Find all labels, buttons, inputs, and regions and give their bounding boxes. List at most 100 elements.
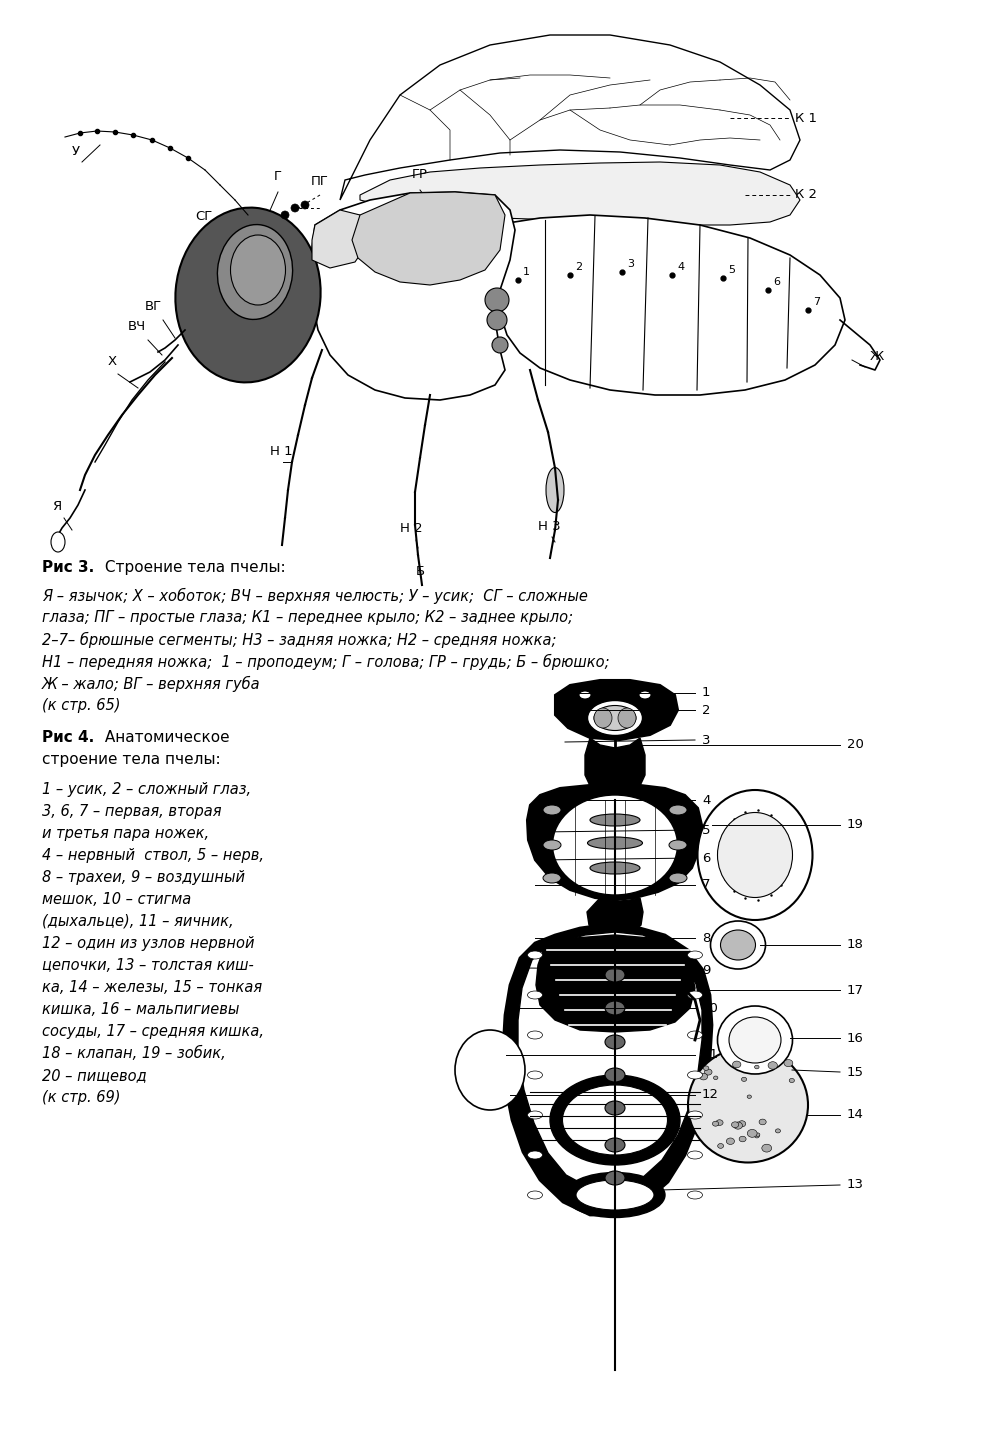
Text: глаза; ПГ – простые глаза; К1 – переднее крыло; К2 – заднее крыло;: глаза; ПГ – простые глаза; К1 – переднее… (42, 611, 573, 625)
Text: 12: 12 (702, 1088, 719, 1101)
Polygon shape (340, 35, 800, 200)
Text: Н 2: Н 2 (400, 522, 423, 535)
Ellipse shape (543, 805, 561, 815)
Ellipse shape (528, 951, 542, 959)
Ellipse shape (579, 692, 591, 699)
Ellipse shape (618, 708, 636, 728)
Ellipse shape (759, 1119, 766, 1124)
Ellipse shape (768, 1062, 777, 1069)
Ellipse shape (704, 1069, 712, 1075)
Text: К 1: К 1 (795, 111, 817, 124)
Ellipse shape (669, 805, 687, 815)
Text: ПГ: ПГ (311, 175, 329, 188)
Ellipse shape (716, 1120, 723, 1126)
Ellipse shape (775, 1129, 781, 1133)
Text: сосуды, 17 – средняя кишка,: сосуды, 17 – средняя кишка, (42, 1024, 264, 1039)
Ellipse shape (552, 794, 677, 896)
Text: 4 – нервный  ствол, 5 – нерв,: 4 – нервный ствол, 5 – нерв, (42, 848, 264, 862)
Polygon shape (360, 162, 800, 224)
Ellipse shape (605, 1068, 625, 1082)
Text: (к стр. 69): (к стр. 69) (42, 1090, 120, 1106)
Text: 6: 6 (773, 276, 780, 287)
Text: Анатомическое: Анатомическое (100, 729, 230, 745)
Text: СГ: СГ (195, 210, 212, 223)
Text: 6: 6 (702, 851, 710, 864)
Ellipse shape (721, 930, 755, 959)
Ellipse shape (739, 1121, 745, 1127)
Text: 1 – усик, 2 – сложный глаз,: 1 – усик, 2 – сложный глаз, (42, 781, 251, 797)
Text: 20: 20 (847, 738, 864, 751)
Text: 13: 13 (847, 1178, 864, 1191)
Ellipse shape (687, 1032, 702, 1039)
Ellipse shape (688, 1048, 808, 1162)
Text: Ж: Ж (870, 350, 884, 363)
Ellipse shape (732, 1121, 739, 1127)
Ellipse shape (605, 1101, 625, 1116)
Ellipse shape (543, 873, 561, 883)
Ellipse shape (550, 1075, 680, 1165)
Text: Б: Б (415, 564, 425, 577)
Ellipse shape (754, 1065, 759, 1069)
Ellipse shape (281, 211, 289, 218)
Ellipse shape (669, 873, 687, 883)
Ellipse shape (301, 201, 309, 208)
Text: строение тела пчелы:: строение тела пчелы: (42, 752, 221, 767)
Text: К 2: К 2 (795, 188, 817, 201)
Polygon shape (494, 216, 845, 395)
Polygon shape (587, 899, 643, 935)
Text: Ж – жало; ВГ – верхняя губа: Ж – жало; ВГ – верхняя губа (42, 676, 260, 692)
Ellipse shape (733, 1061, 740, 1068)
Text: цепочки, 13 – толстая киш-: цепочки, 13 – толстая киш- (42, 958, 253, 972)
Ellipse shape (588, 700, 643, 735)
Ellipse shape (605, 968, 625, 983)
Ellipse shape (718, 1006, 793, 1074)
Ellipse shape (718, 813, 793, 897)
Ellipse shape (605, 1137, 625, 1152)
Ellipse shape (747, 1095, 751, 1098)
Text: 9: 9 (702, 964, 710, 977)
Polygon shape (310, 192, 515, 399)
Ellipse shape (729, 1017, 781, 1064)
Ellipse shape (687, 1150, 702, 1159)
Text: ка, 14 – железы, 15 – тонкая: ка, 14 – железы, 15 – тонкая (42, 980, 262, 996)
Ellipse shape (291, 204, 299, 213)
Ellipse shape (543, 841, 561, 849)
Ellipse shape (755, 1133, 760, 1136)
Ellipse shape (718, 1143, 724, 1149)
Text: 3, 6, 7 – первая, вторая: 3, 6, 7 – первая, вторая (42, 805, 222, 819)
Text: Рис 3.: Рис 3. (42, 560, 95, 574)
Text: 1: 1 (702, 686, 711, 699)
Polygon shape (352, 192, 505, 285)
Polygon shape (555, 680, 678, 739)
Text: ВЧ: ВЧ (128, 320, 146, 333)
Text: 2–7– брюшные сегменты; Н3 – задняя ножка; Н2 – средняя ножка;: 2–7– брюшные сегменты; Н3 – задняя ножка… (42, 632, 556, 648)
Ellipse shape (231, 234, 286, 305)
Polygon shape (585, 738, 645, 800)
Ellipse shape (605, 1035, 625, 1049)
Ellipse shape (546, 467, 564, 512)
Ellipse shape (687, 951, 702, 959)
Text: 12 – один из узлов нервной: 12 – один из узлов нервной (42, 936, 254, 951)
Ellipse shape (565, 1172, 665, 1217)
Ellipse shape (594, 706, 636, 731)
Text: 11: 11 (702, 1049, 719, 1062)
Text: 19: 19 (847, 819, 864, 832)
Ellipse shape (713, 1121, 719, 1126)
Text: 3: 3 (702, 734, 711, 747)
Ellipse shape (711, 920, 765, 969)
Ellipse shape (605, 1001, 625, 1014)
Ellipse shape (590, 815, 640, 826)
Text: 16: 16 (847, 1032, 864, 1045)
Text: ВГ: ВГ (145, 300, 162, 313)
Polygon shape (312, 210, 370, 268)
Text: 2: 2 (575, 262, 582, 272)
Text: 2: 2 (702, 703, 711, 716)
Text: 3: 3 (627, 259, 634, 269)
Text: 18 – клапан, 19 – зобик,: 18 – клапан, 19 – зобик, (42, 1046, 226, 1061)
Text: 20 – пищевод: 20 – пищевод (42, 1068, 147, 1082)
Ellipse shape (588, 836, 643, 849)
Ellipse shape (669, 841, 687, 849)
Ellipse shape (528, 1032, 542, 1039)
Text: 14: 14 (847, 1108, 864, 1121)
Text: Н 3: Н 3 (538, 519, 561, 532)
